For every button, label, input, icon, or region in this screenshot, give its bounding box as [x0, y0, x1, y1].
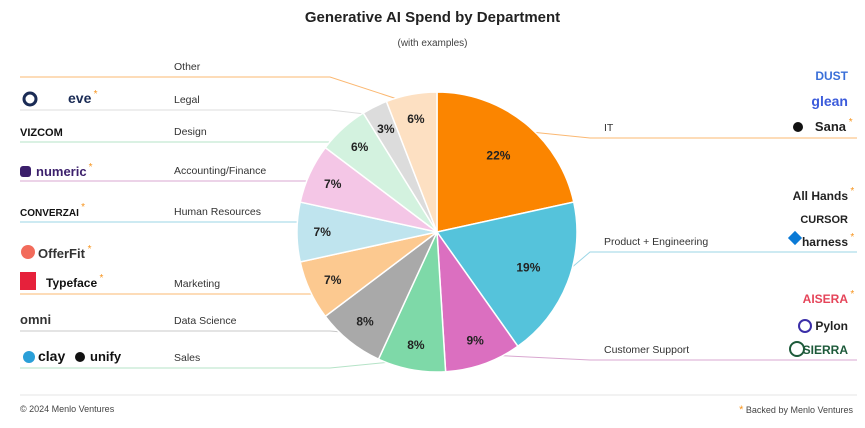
leader-line-human-resources — [20, 221, 308, 232]
eve-mark-icon — [22, 91, 38, 107]
pct-label-sales: 8% — [407, 338, 425, 352]
chart-title: Generative AI Spend by Department — [304, 9, 561, 26]
leader-line-data-science — [20, 330, 356, 334]
pylon-mark-icon — [798, 319, 812, 333]
dept-label-customer-support: Customer Support — [604, 344, 689, 356]
backed-star-icon: * — [849, 117, 853, 128]
dept-label-data-science: Data Science — [174, 315, 237, 327]
pct-label-accounting-finance: 7% — [324, 177, 342, 191]
pct-label-human-resources: 7% — [314, 225, 332, 239]
backed-star-icon: * — [850, 232, 854, 243]
logo-sierra: SIERRA — [803, 343, 849, 357]
leader-line-customer-support — [480, 354, 857, 361]
logo-converzai: CONVERZAI — [20, 208, 79, 219]
logo-harness: harness — [802, 235, 848, 249]
clay-mark-icon — [23, 351, 35, 363]
logo-aisera: AISERA — [803, 292, 849, 306]
dept-label-design: Design — [174, 126, 207, 138]
pct-label-it: 22% — [486, 149, 510, 163]
backed-label: Backed by Menlo Ventures — [745, 405, 853, 415]
harness-mark-icon — [787, 230, 803, 246]
backed-star-icon: * — [94, 89, 98, 100]
dept-label-it: IT — [604, 122, 614, 134]
logo-typeface: Typeface — [46, 276, 97, 290]
pct-label-design: 6% — [351, 140, 369, 154]
pie-slice-product-engineering — [435, 201, 578, 348]
pie-slice-it — [436, 91, 575, 233]
logo-numeric: numeric — [36, 164, 87, 179]
logo-eve: eve — [68, 90, 92, 106]
dept-label-legal: Legal — [174, 94, 200, 106]
dept-label-human-resources: Human Resources — [174, 206, 261, 218]
leader-line-other — [20, 76, 414, 105]
copyright: © 2024 Menlo Ventures — [20, 404, 115, 414]
dept-label-sales: Sales — [174, 352, 200, 364]
dept-label-accounting-finance: Accounting/Finance — [174, 165, 266, 177]
pct-label-legal: 3% — [377, 122, 395, 136]
leader-line-product-engineering — [557, 251, 857, 280]
offerfit-mark-icon — [21, 245, 35, 259]
pct-label-other: 6% — [407, 112, 425, 126]
backed-star-icon: * — [99, 273, 103, 284]
pct-label-data-science: 8% — [356, 314, 374, 328]
leader-line-legal — [20, 109, 380, 117]
backed-star-icon: * — [89, 162, 93, 173]
numeric-mark-icon — [20, 166, 31, 177]
logo-glean: glean — [811, 93, 848, 109]
backed-star-icon: * — [81, 202, 85, 213]
backed-star-icon: * — [850, 186, 854, 197]
pct-label-product-engineering: 19% — [516, 260, 540, 274]
backed-star-icon: * — [88, 244, 92, 255]
sana-mark-icon — [793, 122, 803, 132]
pie-slice-other — [385, 91, 438, 233]
dept-label-marketing: Marketing — [174, 278, 220, 290]
logo-cursor: CURSOR — [800, 214, 848, 226]
logo-omni: omni — [20, 312, 51, 327]
logo-offerfit: OfferFit — [38, 246, 86, 261]
logo-all-hands: All Hands — [793, 189, 849, 203]
logo-dust: DUST — [815, 69, 848, 83]
leader-line-it — [518, 130, 857, 139]
logo-sana: Sana — [815, 119, 847, 134]
backed-star-icon: * — [739, 404, 744, 416]
unify-mark-icon — [75, 352, 85, 362]
dept-label-other: Other — [174, 61, 201, 73]
dept-label-product-engineering: Product + Engineering — [604, 236, 708, 248]
logo-clay: clay — [38, 348, 65, 364]
logo-vizcom: VIZCOM — [20, 127, 63, 139]
logo-unify: unify — [90, 349, 122, 364]
logo-pylon: Pylon — [815, 319, 848, 333]
sierra-mark-icon — [789, 341, 805, 357]
backed-star-icon: * — [850, 289, 854, 300]
pct-label-marketing: 7% — [324, 273, 342, 287]
backed-legend: * Backed by Menlo Ventures — [739, 404, 853, 416]
pct-label-customer-support: 9% — [466, 333, 484, 347]
typeface-mark-icon — [20, 272, 36, 290]
chart-subtitle: (with examples) — [397, 38, 468, 49]
